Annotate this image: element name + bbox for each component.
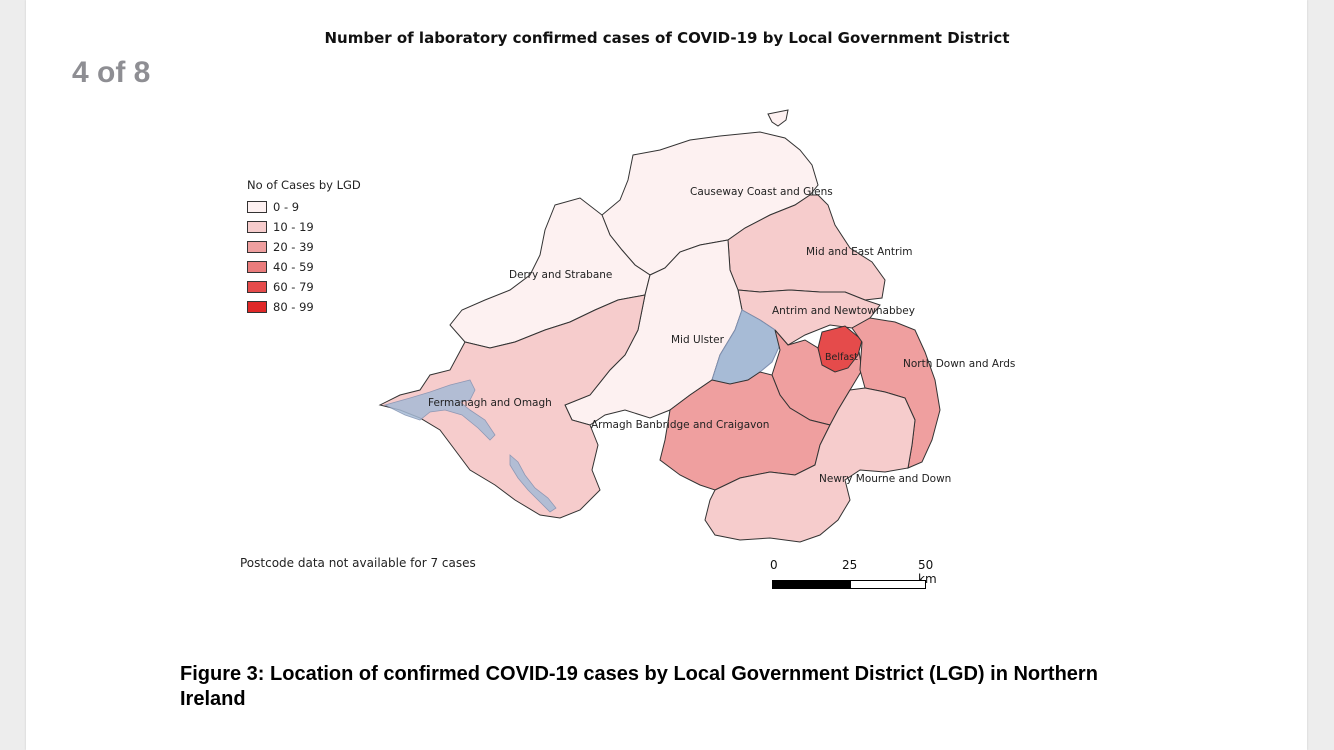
- legend-swatch: [247, 281, 267, 293]
- label-causeway: Causeway Coast and Glens: [690, 186, 833, 198]
- scale-bar-black-segment: [772, 580, 850, 589]
- label-mid-east-antrim: Mid and East Antrim: [806, 246, 912, 258]
- scale-bar: 0 25 50 km: [770, 558, 937, 594]
- legend-swatch: [247, 241, 267, 253]
- legend-label: 80 - 99: [273, 300, 314, 314]
- label-newry: Newry Mourne and Down: [819, 473, 951, 485]
- scale-label-25: 25: [842, 558, 858, 572]
- legend-label: 40 - 59: [273, 260, 314, 274]
- label-derry: Derry and Strabane: [509, 269, 612, 281]
- legend-item: 10 - 19: [247, 217, 361, 237]
- figure-caption: Figure 3: Location of confirmed COVID-19…: [180, 663, 1098, 710]
- legend-item: 0 - 9: [247, 197, 361, 217]
- legend-swatch: [247, 201, 267, 213]
- legend-label: 20 - 39: [273, 240, 314, 254]
- legend-swatch: [247, 221, 267, 233]
- upper-lough-erne: [509, 454, 557, 513]
- page-indicator: 4 of 8: [60, 52, 163, 94]
- label-belfast: Belfast: [825, 352, 858, 363]
- scale-bar-white-segment: [850, 580, 926, 589]
- lough-erne: [383, 379, 496, 441]
- district-north-down-and-ards: [851, 317, 941, 469]
- label-mid-ulster: Mid Ulster: [671, 334, 725, 346]
- legend-label: 60 - 79: [273, 280, 314, 294]
- scale-label-0: 0: [770, 558, 778, 572]
- legend-swatch: [247, 261, 267, 273]
- legend-item: 80 - 99: [247, 297, 361, 317]
- legend-label: 10 - 19: [273, 220, 314, 234]
- label-north-down: North Down and Ards: [903, 358, 1015, 370]
- legend-item: 40 - 59: [247, 257, 361, 277]
- label-antrim: Antrim and Newtownabbey: [772, 305, 915, 317]
- legend-swatch: [247, 301, 267, 313]
- label-fermanagh: Fermanagh and Omagh: [428, 397, 552, 409]
- map-legend: No of Cases by LGD 0 - 9 10 - 19 20 - 39 40…: [247, 178, 361, 317]
- district-belfast: [817, 325, 863, 373]
- legend-title: No of Cases by LGD: [247, 178, 361, 192]
- map-title: Number of laboratory confirmed cases of …: [324, 29, 1010, 47]
- rathlin-island: [767, 109, 789, 127]
- label-armagh: Armagh Banbridge and Craigavon: [591, 419, 769, 431]
- district-newry-mourne-and-down: [704, 387, 916, 543]
- legend-label: 0 - 9: [273, 200, 300, 214]
- legend-item: 60 - 79: [247, 277, 361, 297]
- legend-item: 20 - 39: [247, 237, 361, 257]
- footnote: Postcode data not available for 7 cases: [240, 556, 476, 570]
